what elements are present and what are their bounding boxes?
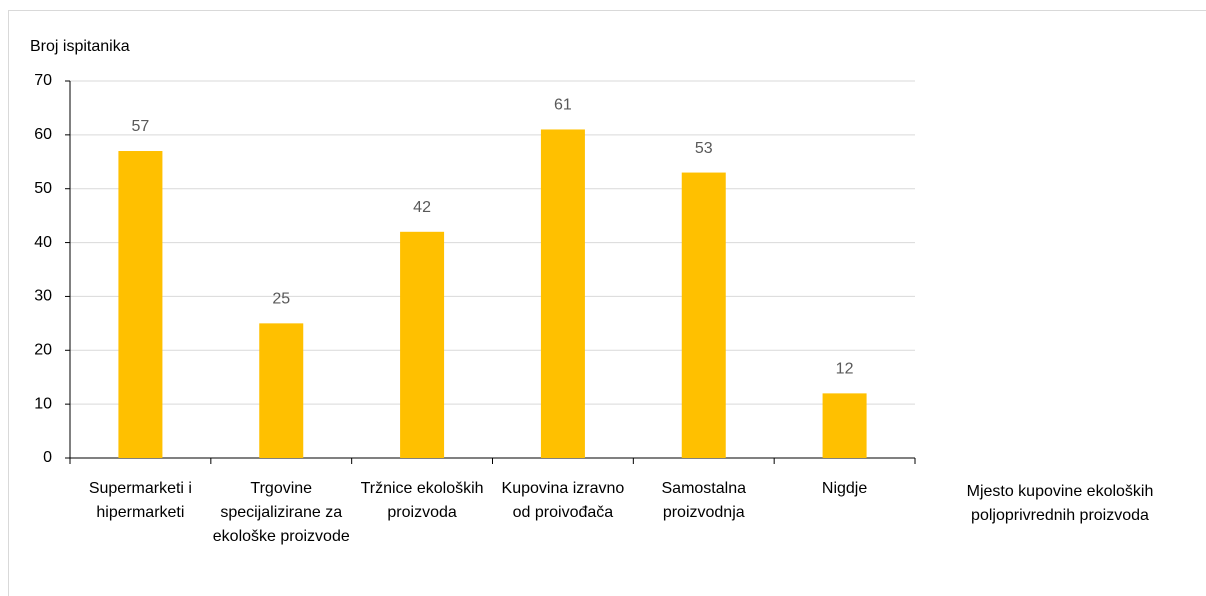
bar [681,172,726,459]
data-label: 61 [554,97,572,114]
data-label: 53 [695,140,713,157]
y-tick-label: 20 [34,342,52,359]
y-tick-label: 30 [34,288,52,305]
data-label: 42 [413,199,431,216]
data-label: 25 [272,291,290,308]
bar [540,129,585,458]
x-tick-label: Trgovine specijalizirane za ekološke pro… [212,480,350,545]
data-label: 12 [836,361,854,378]
x-axis-title: Mjesto kupovine ekoloških poljoprivredni… [966,483,1154,524]
y-axis-title: Broj ispitanika [30,38,130,55]
bar [118,151,163,458]
y-tick-label: 0 [43,449,52,466]
x-tick-label: Nigdje [821,480,868,497]
y-tick-label: 50 [34,180,52,197]
x-tick-label: Kupovina izravno od proivođača [501,480,625,521]
x-tick-label: Tržnice ekoloških proizvoda [360,480,484,521]
x-tick-label: Supermarketi i hipermarketi [88,480,192,521]
chart-border [8,10,1206,596]
y-tick-label: 40 [34,234,52,251]
x-tick-label: Samostalna proizvodnja [661,480,747,521]
y-tick-label: 60 [34,126,52,143]
y-tick-label: 70 [34,72,52,89]
bar [822,393,867,458]
bar [400,231,445,458]
data-label: 57 [132,118,150,135]
bar [259,323,304,458]
y-tick-label: 10 [34,395,52,412]
